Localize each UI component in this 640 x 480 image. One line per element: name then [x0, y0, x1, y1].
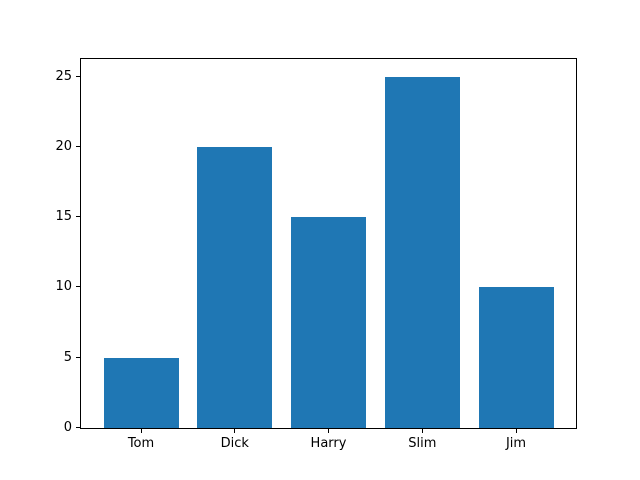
bar-dick	[197, 146, 273, 428]
y-tick-label: 0	[63, 420, 72, 435]
y-tick-mark	[76, 286, 80, 288]
x-tick-label: Tom	[127, 436, 155, 451]
bar-jim	[478, 287, 554, 428]
x-tick-mark	[234, 429, 236, 433]
y-tick-label: 25	[55, 68, 72, 84]
bar-harry	[291, 217, 366, 428]
x-tick-label: Slim	[408, 436, 437, 451]
y-tick-label: 15	[55, 209, 72, 225]
y-tick-label: 10	[55, 279, 72, 295]
x-tick-label: Jim	[505, 436, 527, 451]
y-tick-mark	[76, 145, 80, 147]
bar-tom	[103, 357, 179, 428]
y-tick-mark	[76, 216, 80, 218]
x-tick-mark	[421, 429, 423, 433]
y-tick-mark	[76, 75, 80, 77]
y-tick-mark	[76, 427, 80, 428]
y-tick-label: 5	[63, 349, 72, 365]
x-tick-mark	[140, 429, 142, 433]
x-tick-label: Dick	[220, 436, 249, 451]
bar-slim	[384, 76, 460, 428]
y-tick-label: 20	[55, 138, 72, 154]
x-tick-mark	[328, 429, 329, 433]
x-tick-mark	[515, 429, 517, 433]
x-tick-label: Harry	[310, 436, 347, 451]
plot-area: 0 5 10 15 20 25 Tom Dick Harry Slim Jim	[55, 58, 577, 451]
y-tick-mark	[76, 356, 80, 358]
